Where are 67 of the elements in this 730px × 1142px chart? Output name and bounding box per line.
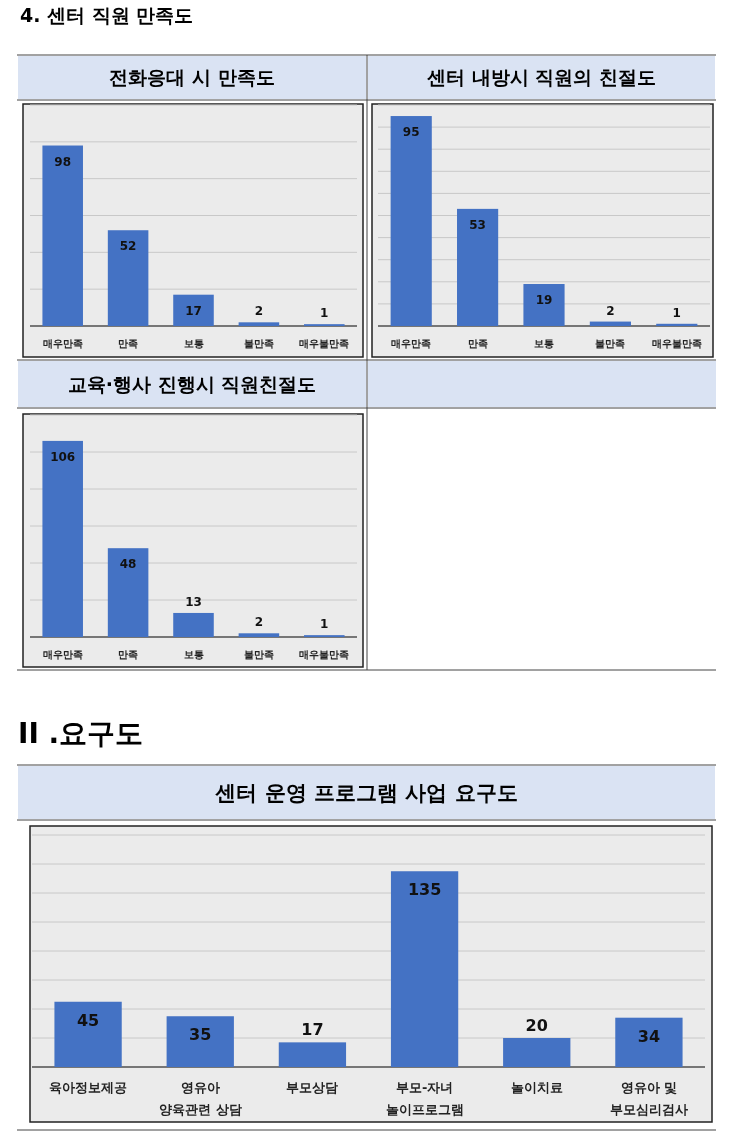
bar [278,1042,347,1067]
x-tick-label: 매우불만족 [299,649,350,660]
text: II .요구도 [18,717,144,750]
data-label: 19 [535,293,553,308]
bar [107,230,149,326]
bar [173,612,214,637]
bar [238,633,280,637]
bar [390,871,459,1067]
bar [523,284,565,326]
bar [615,1017,683,1067]
bar [503,1038,571,1067]
x-tick-label: 매우만족 [391,338,432,349]
bar [166,1016,234,1067]
bar [656,323,698,326]
x-tick-label: 영유아 양육관련 상담 [158,1080,242,1117]
bar [457,208,499,326]
data-label: 52 [119,239,137,254]
x-tick-label: 보통 [183,649,204,660]
bar [107,548,149,637]
data-label: 2 [254,615,264,630]
data-label: 135 [407,880,442,900]
x-tick-label: 매우불만족 [299,338,350,349]
x-tick-label: 매우만족 [42,338,83,349]
x-tick-label: 불만족 [243,649,274,660]
bar [42,145,83,326]
x-tick-label: 불만족 [243,338,274,349]
x-tick-label: 놀이치료 [510,1080,563,1095]
x-tick-label: 보통 [183,338,204,349]
text: 4. 센터 직원 만족도 [20,4,194,26]
bar [54,1001,122,1067]
data-label: 17 [301,1020,324,1040]
x-tick-label: 보통 [534,338,554,349]
data-label: 48 [119,557,137,572]
x-tick-label: 매우불만족 [651,338,702,349]
data-label: 20 [525,1016,548,1035]
data-label: 35 [189,1025,212,1045]
data-label: 53 [469,217,486,232]
data-label: 13 [185,594,202,609]
chart-title: 센터 내방시 직원의 친절도 [427,66,656,89]
data-label: 98 [54,154,72,169]
data-label: 2 [606,303,615,318]
data-label: 34 [637,1026,661,1046]
chart-title: 센터 운영 프로그램 사업 요구도 [215,781,518,806]
x-tick-label: 만족 [467,338,488,349]
bar [390,116,432,326]
x-tick-label: 육아정보제공 [49,1080,128,1095]
bar [238,322,280,326]
data-label: 1 [320,617,329,632]
data-label: 45 [76,1010,100,1030]
chart-title: 전화응대 시 만족도 [109,66,275,89]
bar [173,294,214,326]
data-label: 1 [320,306,329,321]
x-tick-label: 만족 [118,338,139,349]
x-tick-label: 부모상담 [286,1080,339,1095]
x-tick-label: 만족 [118,649,139,660]
data-label: 1 [672,305,681,320]
x-tick-label: 매우만족 [42,649,83,660]
bar [589,321,631,326]
chart-title: 교육·행사 진행시 직원친절도 [67,372,317,395]
data-label: 106 [50,449,76,464]
x-tick-label: 불만족 [595,338,626,349]
data-label: 17 [185,303,202,318]
x-tick-label: 부모-자녀 놀이프로그램 [385,1080,464,1117]
data-label: 2 [254,304,264,319]
data-label: 95 [402,125,420,140]
bar [42,440,83,637]
x-tick-label: 영유아 및 부모심리검사 [609,1080,688,1117]
